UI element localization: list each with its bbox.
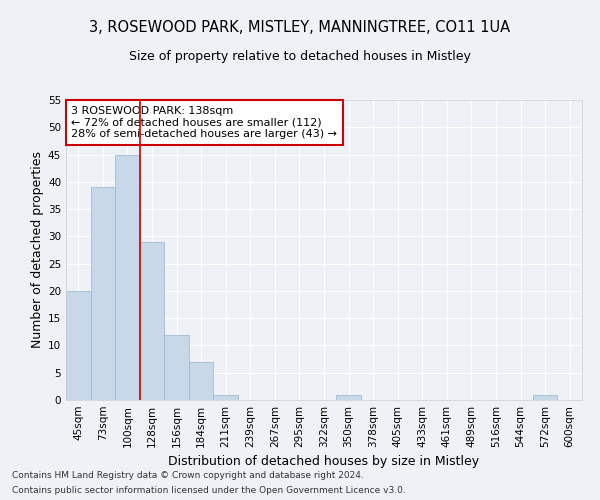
Text: 3, ROSEWOOD PARK, MISTLEY, MANNINGTREE, CO11 1UA: 3, ROSEWOOD PARK, MISTLEY, MANNINGTREE, … bbox=[89, 20, 511, 35]
Bar bbox=[115, 154, 140, 400]
Y-axis label: Number of detached properties: Number of detached properties bbox=[31, 152, 44, 348]
Bar bbox=[66, 291, 91, 400]
Bar bbox=[336, 394, 361, 400]
Bar bbox=[533, 394, 557, 400]
Bar bbox=[91, 188, 115, 400]
Text: Contains public sector information licensed under the Open Government Licence v3: Contains public sector information licen… bbox=[12, 486, 406, 495]
Bar bbox=[214, 394, 238, 400]
Bar bbox=[189, 362, 214, 400]
Text: 3 ROSEWOOD PARK: 138sqm
← 72% of detached houses are smaller (112)
28% of semi-d: 3 ROSEWOOD PARK: 138sqm ← 72% of detache… bbox=[71, 106, 337, 139]
Bar bbox=[164, 334, 189, 400]
Text: Size of property relative to detached houses in Mistley: Size of property relative to detached ho… bbox=[129, 50, 471, 63]
Bar bbox=[140, 242, 164, 400]
X-axis label: Distribution of detached houses by size in Mistley: Distribution of detached houses by size … bbox=[169, 456, 479, 468]
Text: Contains HM Land Registry data © Crown copyright and database right 2024.: Contains HM Land Registry data © Crown c… bbox=[12, 471, 364, 480]
